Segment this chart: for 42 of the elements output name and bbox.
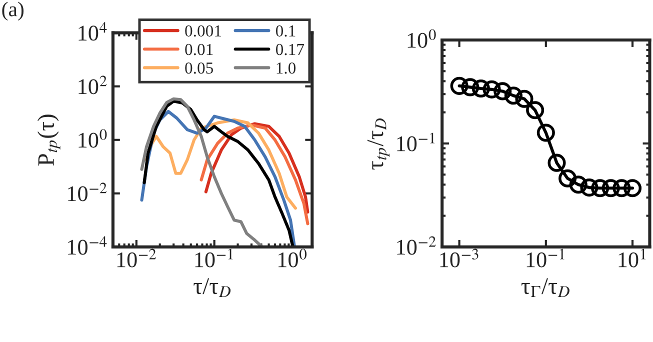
y-tick-label: 10$^{4}$ xyxy=(78,22,107,41)
point xyxy=(504,86,522,105)
y-tick-label: 10$^{0}$ xyxy=(408,29,436,48)
point xyxy=(602,179,620,198)
y-tick-label: 10$^{−1}$ xyxy=(397,132,435,152)
x-axis-title: τ/τ$_{D}$ xyxy=(194,278,231,297)
point xyxy=(612,179,631,198)
x-tick-label: 10$^{0}$ xyxy=(278,248,307,268)
point xyxy=(580,178,598,197)
point xyxy=(623,179,642,198)
point xyxy=(461,78,480,96)
point xyxy=(558,169,577,188)
point xyxy=(526,101,544,120)
x-tick-label: 10$^{−3}$ xyxy=(440,248,478,268)
legend-label: 0.001 xyxy=(185,25,221,37)
text: (a) xyxy=(2,2,24,21)
legend-label: 1.0 xyxy=(276,62,296,74)
legend-label: 0.01 xyxy=(185,44,213,56)
y-tick-label: 10$^{2}$ xyxy=(78,76,107,94)
point xyxy=(548,154,566,172)
x-tick-label: 10$^{−1}$ xyxy=(195,248,233,268)
point xyxy=(482,80,501,98)
point xyxy=(472,79,490,98)
y-tick-label: 10$^{−2}$ xyxy=(68,182,107,202)
legend-label: 0.1 xyxy=(276,25,296,37)
point xyxy=(450,76,468,95)
y-tick-label: 10$^{−4}$ xyxy=(68,236,107,255)
x-tick-label: 10$^{1}$ xyxy=(618,248,646,268)
x-tick-label: 10$^{−1}$ xyxy=(526,248,564,268)
y-tick-label: 10$^{0}$ xyxy=(78,129,107,148)
point xyxy=(591,179,610,198)
y-tick-label: 10$^{−2}$ xyxy=(397,236,436,255)
point xyxy=(569,176,588,194)
x-axis-title: τ$_{Γ}$/τ$_{D}$ xyxy=(521,278,570,297)
point xyxy=(536,124,555,142)
point xyxy=(515,90,534,108)
legend-label: 0.17 xyxy=(276,44,304,56)
x-tick-label: 10$^{−2}$ xyxy=(117,248,156,268)
y-axis-title: P$_{tp}$(τ) xyxy=(37,114,60,166)
point xyxy=(494,82,512,100)
y-axis-title: τ$_{tp}$/τ$_{D}$ xyxy=(367,118,390,170)
legend-label: 0.05 xyxy=(185,62,214,74)
